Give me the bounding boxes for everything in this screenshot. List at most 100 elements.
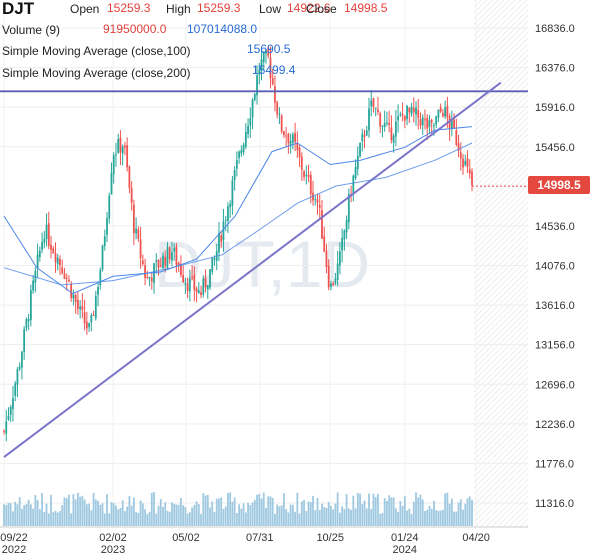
candle-body (341, 237, 344, 251)
candle-body (276, 102, 279, 115)
volume-bar (68, 494, 70, 526)
candle-body (462, 158, 464, 168)
candle-body (383, 123, 386, 128)
candle-body (323, 236, 326, 252)
volume-bar (85, 504, 88, 526)
volume-bar (278, 506, 281, 526)
y-tick-label: 11776.0 (535, 458, 574, 470)
volume-bar (381, 512, 384, 526)
candle-body (108, 195, 111, 219)
candle-body (68, 279, 70, 282)
volume-bar (108, 513, 111, 526)
candle-body (412, 107, 415, 113)
candle-body (61, 267, 64, 274)
volume-bar (390, 497, 393, 526)
volume-bar (92, 492, 95, 526)
candle-body (12, 398, 14, 410)
volume-bar (419, 494, 422, 526)
candle-body (206, 285, 209, 290)
candle-body (3, 430, 5, 432)
candle-body (441, 113, 444, 117)
candle-body (287, 133, 290, 144)
volume-bar (435, 510, 438, 526)
candle-body (446, 105, 449, 118)
candle-body (65, 277, 68, 279)
volume-bar (7, 503, 10, 526)
volume-bar (359, 493, 361, 526)
candle-body (307, 174, 310, 177)
volume-bar (446, 492, 449, 526)
volume-bars (3, 492, 473, 526)
volume-bar (218, 498, 220, 526)
candle-body (229, 204, 232, 208)
candle-body (332, 283, 335, 286)
candle-body (316, 199, 319, 203)
candle-body (7, 415, 10, 420)
volume-value-1: 91950000.0 (103, 22, 167, 36)
candle-body (345, 219, 348, 233)
candle-body (370, 100, 373, 107)
volume-bar (238, 504, 241, 526)
candle-body (265, 49, 267, 54)
candle-body (103, 236, 106, 247)
candle-body (121, 146, 124, 154)
volume-bar (334, 503, 337, 526)
candle-body (92, 314, 95, 316)
candle-body (97, 287, 99, 295)
volume-value-2: 107014088.0 (187, 22, 258, 36)
volume-bar (43, 512, 46, 526)
candle-body (135, 228, 138, 234)
candle-body (269, 57, 272, 79)
volume-bar (247, 502, 249, 526)
volume-bar (12, 511, 14, 526)
volume-bar (233, 497, 236, 526)
candle-body (314, 199, 317, 201)
volume-bar (345, 494, 348, 526)
candle-body (171, 252, 173, 261)
candle-body (381, 125, 384, 127)
sma200-value: 15499.4 (252, 63, 296, 77)
volume-bar (99, 504, 102, 526)
candle-body (59, 259, 61, 265)
volume-bar (363, 500, 366, 526)
volume-bar (269, 496, 272, 526)
x-tick-sublabel: 2024 (393, 544, 417, 556)
volume-bar (117, 509, 120, 526)
volume-bar (260, 498, 263, 526)
volume-bar (462, 509, 464, 526)
candle-body (117, 138, 120, 153)
volume-bar (253, 499, 256, 526)
candle-body (426, 117, 429, 129)
candle-body (106, 218, 108, 235)
close-label: Close (306, 2, 337, 16)
volume-bar (412, 501, 415, 526)
volume-bar (327, 502, 330, 526)
low-value: 14922.6 (287, 1, 331, 15)
volume-bar (195, 501, 198, 526)
volume-bar (211, 501, 214, 526)
candle-body (204, 277, 207, 288)
volume-bar (466, 498, 469, 526)
volume-bar (54, 510, 57, 526)
volume-bar (314, 510, 317, 526)
x-tick-label: 09/22 (0, 532, 28, 544)
candle-body (137, 229, 140, 239)
candle-body (430, 120, 433, 123)
volume-bar (309, 502, 312, 526)
volume-bar (417, 497, 420, 526)
candle-body (347, 194, 350, 223)
candle-body (159, 265, 162, 267)
candle-body (439, 107, 442, 112)
volume-bar (220, 497, 223, 526)
candle-body (27, 319, 30, 322)
candle-body (235, 160, 238, 169)
candle-body (399, 114, 402, 116)
candle-body (141, 260, 144, 265)
volume-bar (88, 503, 90, 526)
volume-bar (392, 497, 395, 526)
candle-body (280, 115, 283, 132)
volume-bar (377, 494, 379, 526)
candle-body (184, 283, 187, 285)
volume-bar (291, 504, 294, 526)
